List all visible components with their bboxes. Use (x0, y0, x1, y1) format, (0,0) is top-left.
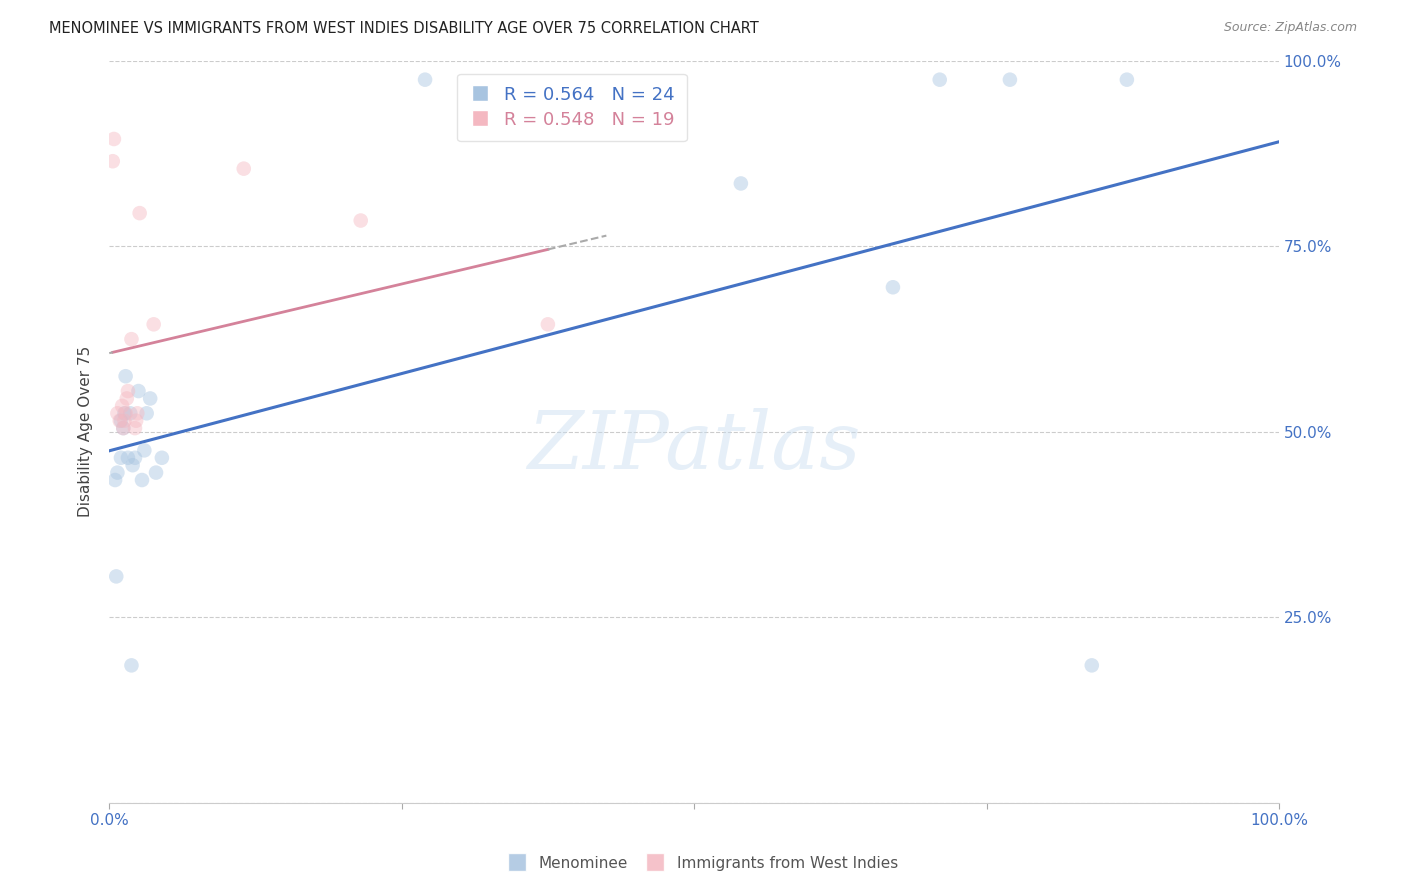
Point (110, 450, 132, 465)
Point (117, 450, 139, 465)
Point (105, 569, 128, 583)
Point (413, 72, 436, 87)
Point (114, 406, 136, 420)
Point (131, 473, 153, 487)
Point (115, 392, 138, 406)
Point (1081, 658, 1104, 673)
Point (125, 414, 148, 428)
Point (101, 154, 124, 169)
Point (135, 406, 157, 420)
Point (114, 406, 136, 420)
Point (111, 399, 134, 413)
Point (150, 450, 173, 465)
Point (112, 421, 135, 435)
Point (134, 443, 156, 458)
Point (730, 177, 752, 191)
Point (104, 473, 127, 487)
Point (882, 280, 904, 294)
Text: Source: ZipAtlas.com: Source: ZipAtlas.com (1223, 21, 1357, 34)
Point (112, 421, 135, 435)
Point (114, 369, 136, 384)
Legend: Menominee, Immigrants from West Indies: Menominee, Immigrants from West Indies (502, 849, 904, 877)
Point (121, 658, 143, 673)
Text: ZIPatlas: ZIPatlas (527, 408, 860, 485)
Point (121, 332, 143, 346)
Point (145, 466, 167, 480)
Point (110, 414, 132, 428)
Text: MENOMINEE VS IMMIGRANTS FROM WEST INDIES DISABILITY AGE OVER 75 CORRELATION CHAR: MENOMINEE VS IMMIGRANTS FROM WEST INDIES… (49, 21, 759, 36)
Point (139, 392, 162, 406)
Y-axis label: Disability Age Over 75: Disability Age Over 75 (79, 346, 93, 517)
Point (928, 72, 950, 87)
Point (107, 406, 129, 420)
Point (142, 318, 165, 332)
Point (120, 406, 142, 420)
Point (232, 161, 254, 176)
Point (998, 72, 1021, 87)
Point (128, 206, 150, 220)
Point (121, 458, 143, 473)
Point (103, 132, 125, 146)
Legend: R = 0.564   N = 24, R = 0.548   N = 19: R = 0.564 N = 24, R = 0.548 N = 19 (457, 73, 686, 142)
Point (124, 421, 146, 435)
Point (107, 466, 129, 480)
Point (350, 213, 373, 227)
Point (1115, 72, 1137, 87)
Point (537, 318, 560, 332)
Point (114, 414, 136, 428)
Point (127, 406, 149, 420)
Point (127, 384, 149, 398)
Point (124, 450, 146, 465)
Point (117, 384, 139, 398)
Point (108, 414, 131, 428)
